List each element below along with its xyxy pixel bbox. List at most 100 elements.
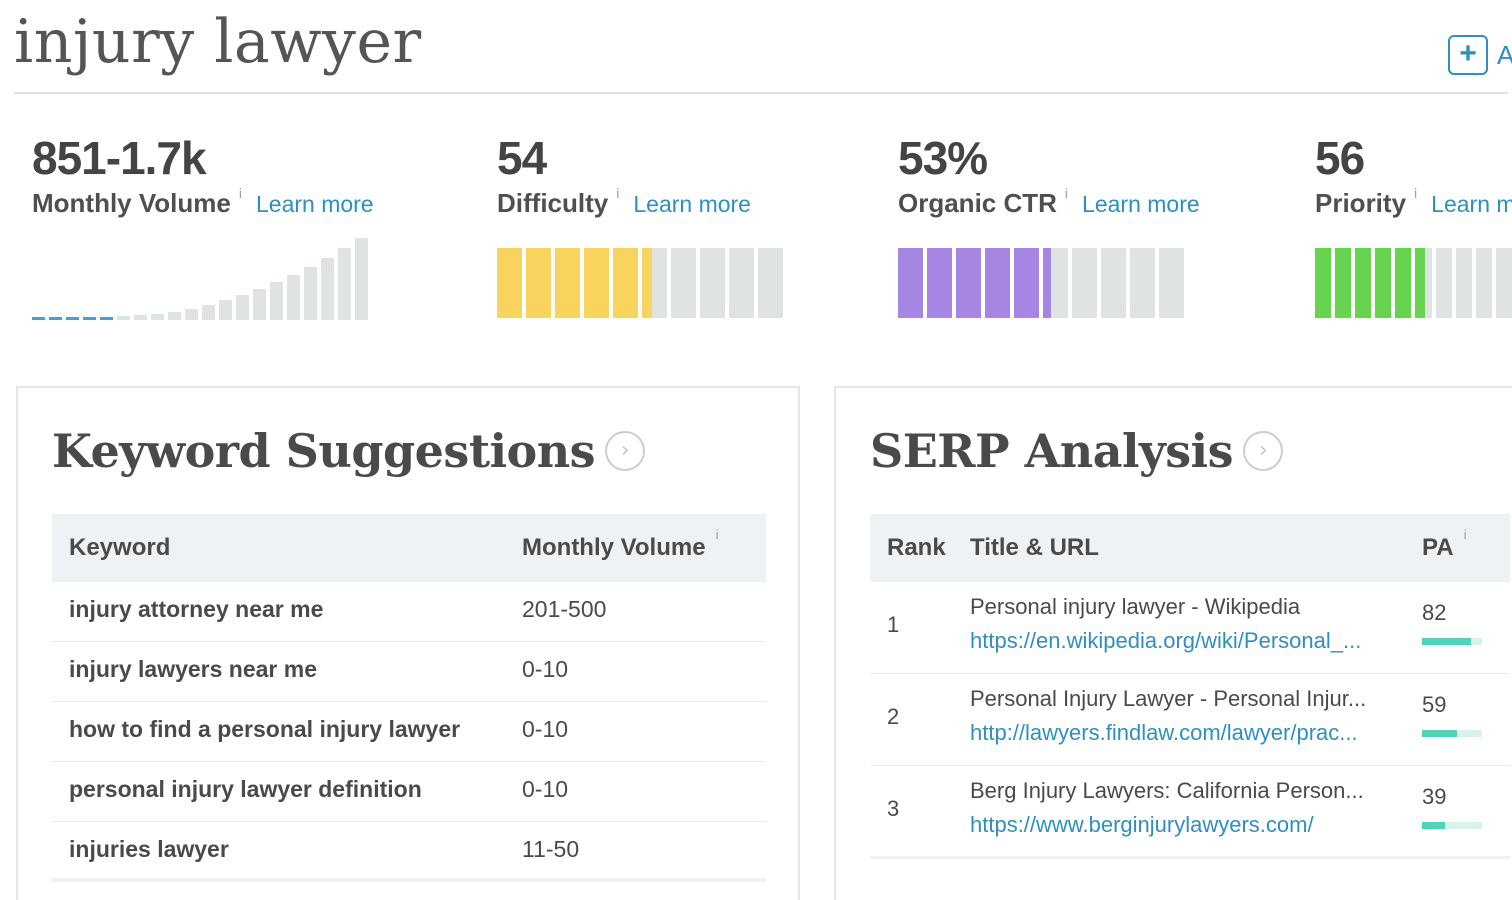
table-row[interactable]: injury lawyers near me 0-10: [52, 642, 766, 702]
table-footer-rule: [870, 856, 1510, 859]
volume-trend-bar: [287, 275, 300, 320]
pa-bar: [1422, 822, 1482, 829]
column-header-pa[interactable]: PA i: [1422, 527, 1467, 561]
volume-trend-bar: [117, 316, 130, 320]
keyword-cell[interactable]: injury attorney near me: [69, 596, 324, 622]
learn-more-link[interactable]: Learn more: [633, 191, 751, 217]
serp-analysis-title: SERP Analysis: [870, 424, 1234, 478]
metric-value: 53%: [898, 132, 988, 184]
table-row[interactable]: how to find a personal injury lawyer 0-1…: [52, 702, 766, 762]
page-title: injury lawyer: [14, 7, 422, 77]
volume-trend-bar: [338, 248, 351, 320]
volume-cell: 0-10: [522, 776, 569, 802]
rank-cell: 2: [887, 704, 900, 729]
volume-trend-bar: [321, 258, 334, 320]
column-header-keyword[interactable]: Keyword: [69, 534, 171, 561]
metric-label: Difficulty: [497, 188, 609, 218]
volume-trend-bar: [253, 289, 266, 320]
metric-monthly-volume: 851-1.7k Monthly Volume i Learn more: [32, 130, 374, 219]
gauge-segment: [1315, 248, 1332, 318]
gauge-segment: [584, 248, 609, 318]
gauge-segment: [1159, 248, 1184, 318]
result-url-link[interactable]: https://en.wikipedia.org/wiki/Personal_.…: [970, 628, 1362, 653]
result-title: Berg Injury Lawyers: California Person..…: [970, 778, 1364, 803]
info-icon[interactable]: i: [1463, 527, 1467, 542]
learn-more-link[interactable]: Learn more: [1431, 191, 1512, 217]
volume-trend-bar: [355, 238, 368, 320]
info-icon[interactable]: i: [238, 185, 242, 201]
keyword-cell[interactable]: personal injury lawyer definition: [69, 776, 422, 802]
volume-trend-bar: [219, 300, 232, 320]
volume-trend-bar: [304, 267, 317, 320]
result-url-link[interactable]: http://lawyers.findlaw.com/lawyer/prac..…: [970, 720, 1358, 745]
gauge-segment: [613, 248, 638, 318]
metric-value: 851-1.7k: [32, 132, 207, 184]
keyword-table-header: Keyword Monthly Volume i: [52, 514, 766, 582]
table-row[interactable]: injuries lawyer 11-50: [52, 822, 766, 882]
volume-trend-dash: [66, 317, 79, 320]
volume-trend-bar: [236, 295, 249, 320]
result-url-link[interactable]: https://www.berginjurylawyers.com/: [970, 812, 1314, 837]
gauge-segment: [1375, 248, 1392, 318]
result-title: Personal Injury Lawyer - Personal Injur.…: [970, 686, 1367, 711]
table-row: 1 Personal injury lawyer - Wikipedia htt…: [870, 582, 1510, 674]
keyword-cell[interactable]: how to find a personal injury lawyer: [69, 716, 461, 742]
gauge-segment: [642, 248, 667, 318]
volume-cell: 0-10: [522, 716, 569, 742]
table-row[interactable]: personal injury lawyer definition 0-10: [52, 762, 766, 822]
monthly-volume-chart: [32, 230, 372, 320]
rank-cell: 3: [887, 796, 900, 821]
add-to-list-button[interactable]: +: [1448, 35, 1488, 75]
volume-cell: 0-10: [522, 656, 569, 682]
info-icon[interactable]: i: [1064, 185, 1069, 201]
table-row: 2 Personal Injury Lawyer - Personal Inju…: [870, 674, 1510, 766]
metric-priority: 56 Priority i Learn more: [1315, 130, 1512, 219]
gauge-segment: [898, 248, 923, 318]
gauge-segment: [729, 248, 754, 318]
info-icon[interactable]: i: [1414, 185, 1418, 201]
table-footer-rule: [52, 878, 766, 882]
volume-trend-dash: [83, 317, 96, 320]
pa-value: 59: [1422, 692, 1447, 717]
gauge-segment: [1014, 248, 1039, 318]
volume-trend-dash: [32, 317, 45, 320]
info-icon[interactable]: i: [715, 527, 719, 542]
add-to-list-label[interactable]: A: [1497, 40, 1512, 70]
column-header-rank[interactable]: Rank: [887, 534, 946, 561]
gauge-segment: [956, 248, 981, 318]
panel-title: Keyword Suggestions ›: [52, 424, 646, 478]
gauge-segment: [1415, 248, 1432, 318]
volume-trend-dash: [100, 317, 113, 320]
chevron-right-icon[interactable]: ›: [605, 431, 646, 471]
volume-trend-bar: [151, 314, 164, 320]
gauge-segment: [555, 248, 580, 318]
table-row: 3 Berg Injury Lawyers: California Person…: [870, 766, 1510, 858]
volume-trend-bar: [168, 312, 181, 320]
gauge-segment: [700, 248, 725, 318]
table-row[interactable]: injury attorney near me 201-500: [52, 582, 766, 642]
keyword-cell[interactable]: injury lawyers near me: [69, 656, 318, 682]
gauge-segment: [758, 248, 783, 318]
chevron-right-icon[interactable]: ›: [1243, 431, 1284, 471]
pa-bar-fill: [1422, 730, 1458, 737]
gauge-segment: [1355, 248, 1372, 318]
keyword-cell[interactable]: injuries lawyer: [69, 836, 229, 862]
volume-cell: 201-500: [522, 596, 607, 622]
column-header-title-url[interactable]: Title & URL: [970, 534, 1099, 561]
metric-difficulty: 54 Difficulty i Learn more: [497, 130, 751, 219]
gauge-segment: [1130, 248, 1155, 318]
volume-trend-bar: [270, 282, 283, 320]
metric-label: Organic CTR: [898, 188, 1057, 218]
title-divider: [14, 92, 1508, 94]
pa-bar-fill: [1422, 638, 1472, 645]
volume-cell: 11-50: [522, 836, 580, 862]
gauge-segment: [1335, 248, 1352, 318]
info-icon[interactable]: i: [616, 185, 620, 201]
learn-more-link[interactable]: Learn more: [1082, 191, 1200, 217]
learn-more-link[interactable]: Learn more: [255, 191, 374, 217]
gauge-segment: [1495, 248, 1512, 318]
column-header-monthly-volume[interactable]: Monthly Volume i: [522, 527, 719, 561]
pa-value: 39: [1422, 784, 1447, 809]
volume-trend-bar: [134, 315, 147, 320]
gauge-segment: [927, 248, 952, 318]
